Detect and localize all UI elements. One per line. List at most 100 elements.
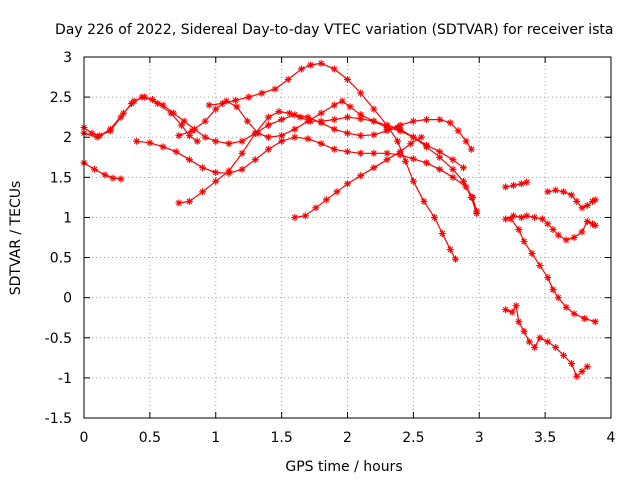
data-point-marker — [394, 124, 402, 132]
data-point-marker — [383, 149, 391, 157]
y-tick-label: 1 — [63, 210, 72, 226]
data-point-marker — [502, 215, 510, 223]
series-s1 — [80, 159, 125, 183]
y-tick-label: 2 — [63, 130, 72, 146]
series-s7 — [205, 59, 460, 263]
data-point-marker — [520, 238, 528, 246]
data-point-marker — [201, 133, 209, 141]
data-point-marker — [317, 109, 325, 117]
data-point-marker — [449, 173, 457, 181]
data-point-marker — [462, 137, 470, 145]
data-point-marker — [517, 180, 525, 188]
data-point-marker — [312, 204, 320, 212]
data-point-marker — [449, 165, 457, 173]
data-point-marker — [459, 177, 467, 185]
data-point-marker — [333, 188, 341, 196]
series-line — [505, 181, 527, 188]
data-point-marker — [552, 186, 560, 194]
data-point-marker — [357, 115, 365, 123]
data-point-marker — [467, 193, 475, 201]
data-point-marker — [589, 197, 597, 205]
data-point-marker — [525, 338, 533, 346]
data-point-marker — [330, 125, 338, 133]
data-point-marker — [357, 111, 365, 119]
data-point-marker — [396, 127, 404, 135]
y-axis-label: SDTVAR / TECUs — [8, 181, 24, 296]
data-point-marker — [296, 113, 304, 121]
data-point-marker — [344, 113, 351, 121]
data-point-marker — [578, 367, 586, 375]
data-point-marker — [552, 343, 560, 351]
data-point-marker — [449, 156, 457, 164]
data-point-marker — [159, 101, 167, 109]
data-point-marker — [149, 96, 157, 104]
grid-lines — [84, 57, 611, 418]
data-point-marker — [133, 137, 141, 145]
data-point-marker — [212, 169, 220, 177]
data-point-marker — [212, 177, 220, 185]
data-point-marker — [396, 121, 404, 129]
data-point-marker — [301, 212, 309, 220]
data-point-marker — [436, 153, 444, 161]
data-point-marker — [409, 133, 417, 141]
data-point-marker — [523, 212, 531, 220]
data-point-marker — [383, 125, 391, 133]
data-point-marker — [238, 165, 246, 173]
data-point-marker — [357, 89, 365, 97]
series-s11 — [502, 212, 599, 244]
plot-frame — [83, 56, 612, 419]
x-tick-label: 3 — [475, 430, 484, 446]
data-point-marker — [106, 125, 114, 133]
data-point-marker — [185, 156, 193, 164]
data-point-marker — [467, 145, 475, 153]
data-point-marker — [560, 351, 568, 359]
data-point-marker — [199, 164, 207, 172]
data-point-marker — [573, 197, 581, 205]
data-point-marker — [154, 100, 162, 108]
data-point-marker — [330, 101, 338, 109]
y-tick-label: -1 — [58, 371, 72, 387]
data-point-marker — [205, 101, 213, 109]
data-point-marker — [512, 302, 520, 310]
data-point-marker — [225, 167, 233, 175]
series-s6 — [175, 97, 467, 172]
data-point-marker — [370, 117, 378, 125]
y-tick-label: 0 — [63, 291, 72, 307]
data-point-marker — [508, 308, 516, 316]
axes: 0 0.5 1 1.5 2 2.5 3 3.5 4 -1.5 -1 -0.5 0 0.5 1 1.5 2 2.5 3 — [45, 50, 616, 446]
data-point-marker — [536, 262, 544, 270]
data-point-marker — [370, 131, 378, 139]
data-point-marker — [383, 156, 391, 164]
data-point-marker — [578, 228, 586, 236]
data-point-marker — [307, 61, 315, 69]
data-point-marker — [146, 139, 154, 147]
data-point-marker — [330, 65, 338, 73]
data-point-marker — [502, 306, 510, 314]
data-point-marker — [544, 274, 552, 282]
y-tick-label: -1.5 — [45, 411, 72, 427]
data-point-marker — [254, 129, 262, 137]
data-point-marker — [193, 137, 201, 145]
data-point-marker — [510, 181, 518, 189]
data-point-marker — [346, 103, 354, 111]
data-point-marker — [304, 117, 312, 125]
series-line — [510, 218, 596, 323]
data-series — [80, 59, 599, 380]
data-point-marker — [357, 149, 365, 157]
data-point-marker — [536, 334, 544, 342]
data-point-marker — [544, 338, 552, 346]
data-point-marker — [591, 196, 599, 204]
data-point-marker — [251, 156, 259, 164]
data-point-marker — [88, 129, 96, 137]
data-point-marker — [589, 220, 597, 228]
data-point-marker — [291, 125, 299, 133]
data-point-marker — [304, 135, 312, 143]
y-tick-label: 0.5 — [50, 251, 72, 267]
data-point-marker — [370, 105, 378, 113]
data-point-marker — [446, 119, 454, 127]
data-point-marker — [570, 234, 578, 241]
data-point-marker — [473, 209, 481, 217]
data-point-marker — [357, 172, 365, 180]
data-point-marker — [531, 213, 539, 221]
data-point-marker — [517, 213, 525, 221]
